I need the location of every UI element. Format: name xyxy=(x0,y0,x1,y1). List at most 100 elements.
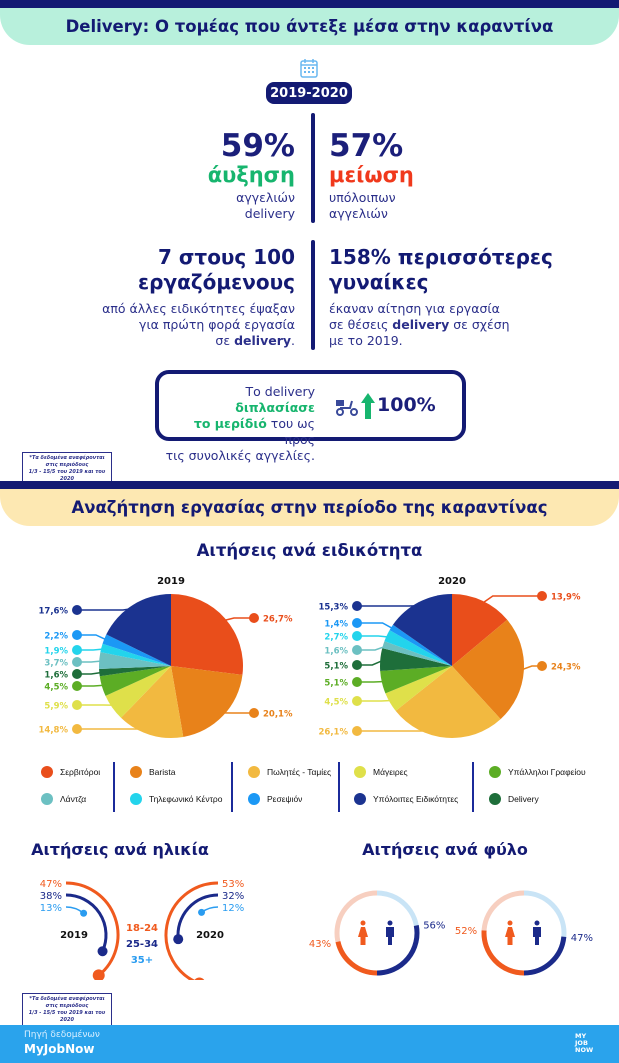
legend-item: Σερβιτόροι xyxy=(41,766,100,778)
period-badge: 2019-2020 xyxy=(266,82,352,104)
pie-slice xyxy=(395,666,501,738)
legend-divider xyxy=(472,762,474,812)
pie-slice xyxy=(102,634,171,666)
label-dot xyxy=(352,696,362,706)
data-label: 20,1% xyxy=(263,710,293,720)
page-title: Delivery: Ο τομέας που άντεξε μέσα στην … xyxy=(0,8,619,45)
leader-line xyxy=(357,622,395,631)
legend-item: Μάγειρες xyxy=(354,766,408,778)
label-dot xyxy=(352,618,362,628)
legend-label: Υπάλληλοι Γραφείου xyxy=(508,767,586,777)
stat-increase: 59% άυξηση αγγελιών delivery xyxy=(100,129,295,222)
label-dot xyxy=(72,630,82,640)
legend-item: Πωλητές - Ταμίες xyxy=(248,766,331,778)
pie-year: 2019 xyxy=(157,576,185,587)
icon-body xyxy=(358,927,368,945)
pie-slice xyxy=(385,666,452,711)
pie-slice xyxy=(105,666,171,718)
source-label: Πηγή δεδομένων xyxy=(24,1030,100,1040)
legend-item: Τηλεφωνικό Κέντρο xyxy=(130,793,223,805)
leader-line xyxy=(357,680,386,683)
stat-desc: υπόλοιπων xyxy=(329,190,396,205)
label-dot xyxy=(352,631,362,641)
age-value: 13% xyxy=(40,903,62,914)
male-track xyxy=(523,890,567,976)
text-bold: delivery xyxy=(392,317,450,332)
gender-chart: 2019 43% 56% 2020 52% 47% xyxy=(309,870,593,976)
icon-body xyxy=(505,927,515,945)
stat-value: 57% xyxy=(329,128,404,164)
female-value: 43% xyxy=(309,939,331,950)
pie-slice xyxy=(99,666,171,677)
text: του ως προς xyxy=(266,416,315,447)
pie-slice xyxy=(99,666,171,696)
age-arc xyxy=(164,881,219,980)
legend-divider xyxy=(231,762,233,812)
male-value: 56% xyxy=(423,921,445,932)
data-label: 24,3% xyxy=(551,663,581,673)
legend-swatch xyxy=(248,793,260,805)
icon-body xyxy=(386,927,394,945)
pie-slice xyxy=(106,594,171,666)
data-label: 5,9% xyxy=(44,702,68,712)
age-year: 2020 xyxy=(196,930,224,941)
age-group-label: 18-24 xyxy=(126,923,158,934)
section-title: Αναζήτηση εργασίας στην περίοδο της καρα… xyxy=(0,489,619,526)
data-label: 13,9% xyxy=(551,593,581,603)
age-year: 2019 xyxy=(60,930,88,941)
age-arc xyxy=(176,893,219,940)
age-value: 12% xyxy=(222,903,244,914)
data-label: 4,5% xyxy=(44,683,68,693)
leader-line xyxy=(357,635,391,638)
age-arc-end xyxy=(173,934,184,945)
label-dot xyxy=(537,591,547,601)
legend-label: Μάγειρες xyxy=(373,767,408,777)
female-arc xyxy=(481,930,525,976)
label-dot xyxy=(352,645,362,655)
legend-swatch xyxy=(41,793,53,805)
age-value: 38% xyxy=(40,891,62,902)
label-dot xyxy=(352,726,362,736)
text: σε θέσεις xyxy=(329,317,393,332)
footnote-line: 1/3 - 15/5 του 2019 και του 2020 xyxy=(28,469,106,482)
share-text: Το delivery διπλασίασε το μερίδιό του ως… xyxy=(165,384,315,464)
stat-workers: 7 στους 100 εργαζόμενους από άλλες ειδικ… xyxy=(60,245,295,349)
female-icon xyxy=(505,920,515,945)
leader-line xyxy=(77,634,109,642)
pie-slice xyxy=(100,643,171,666)
text-bold: delivery xyxy=(234,333,292,348)
legend-item: Υπόλοιπες Ειδικότητες xyxy=(354,793,458,805)
leader-line xyxy=(357,645,388,651)
legend-swatch xyxy=(41,766,53,778)
footnote-line: *Τα δεδομένα αναφέρονται στις περιόδους xyxy=(29,996,105,1009)
stat-label: άυξηση xyxy=(207,163,295,187)
label-dot xyxy=(72,657,82,667)
age-chart: 47% 18-24 38% 25-34 13% 35+ 2019 53%32%12% 2020 xyxy=(40,879,244,980)
text: Το delivery xyxy=(245,384,315,399)
stat-desc: σε delivery. xyxy=(60,333,295,349)
myjobnow-logo: MY JOB NOW xyxy=(575,1032,594,1054)
data-label: 26,1% xyxy=(319,728,349,738)
chart-title-gender: Αιτήσεις ανά φύλο xyxy=(362,840,528,859)
chart-title-specialty: Αιτήσεις ανά ειδικότητα xyxy=(196,541,423,560)
stat-decrease: 57% μείωση υπόλοιπων αγγελιών xyxy=(329,129,529,222)
label-dot xyxy=(72,700,82,710)
stat-headline: γυναίκες xyxy=(329,270,429,294)
icon-head xyxy=(507,920,513,926)
gender-year: 2020 xyxy=(510,870,538,871)
legend-label: Υπόλοιπες Ειδικότητες xyxy=(373,794,459,804)
stat-value: 59% xyxy=(220,128,295,164)
icon-head xyxy=(534,920,540,926)
age-arc xyxy=(65,893,108,952)
stat-desc: σε θέσεις delivery σε σχέση xyxy=(329,317,579,333)
pie-slice xyxy=(389,624,452,666)
calendar-icon xyxy=(300,59,318,78)
age-arc-end xyxy=(80,909,88,917)
age-arc-end xyxy=(194,977,205,980)
label-dot xyxy=(352,601,362,611)
label-dot xyxy=(72,669,82,679)
pie-slice xyxy=(171,666,243,737)
pie-slice xyxy=(120,666,184,738)
legend-item: Delivery xyxy=(489,793,539,805)
label-dot xyxy=(72,681,82,691)
